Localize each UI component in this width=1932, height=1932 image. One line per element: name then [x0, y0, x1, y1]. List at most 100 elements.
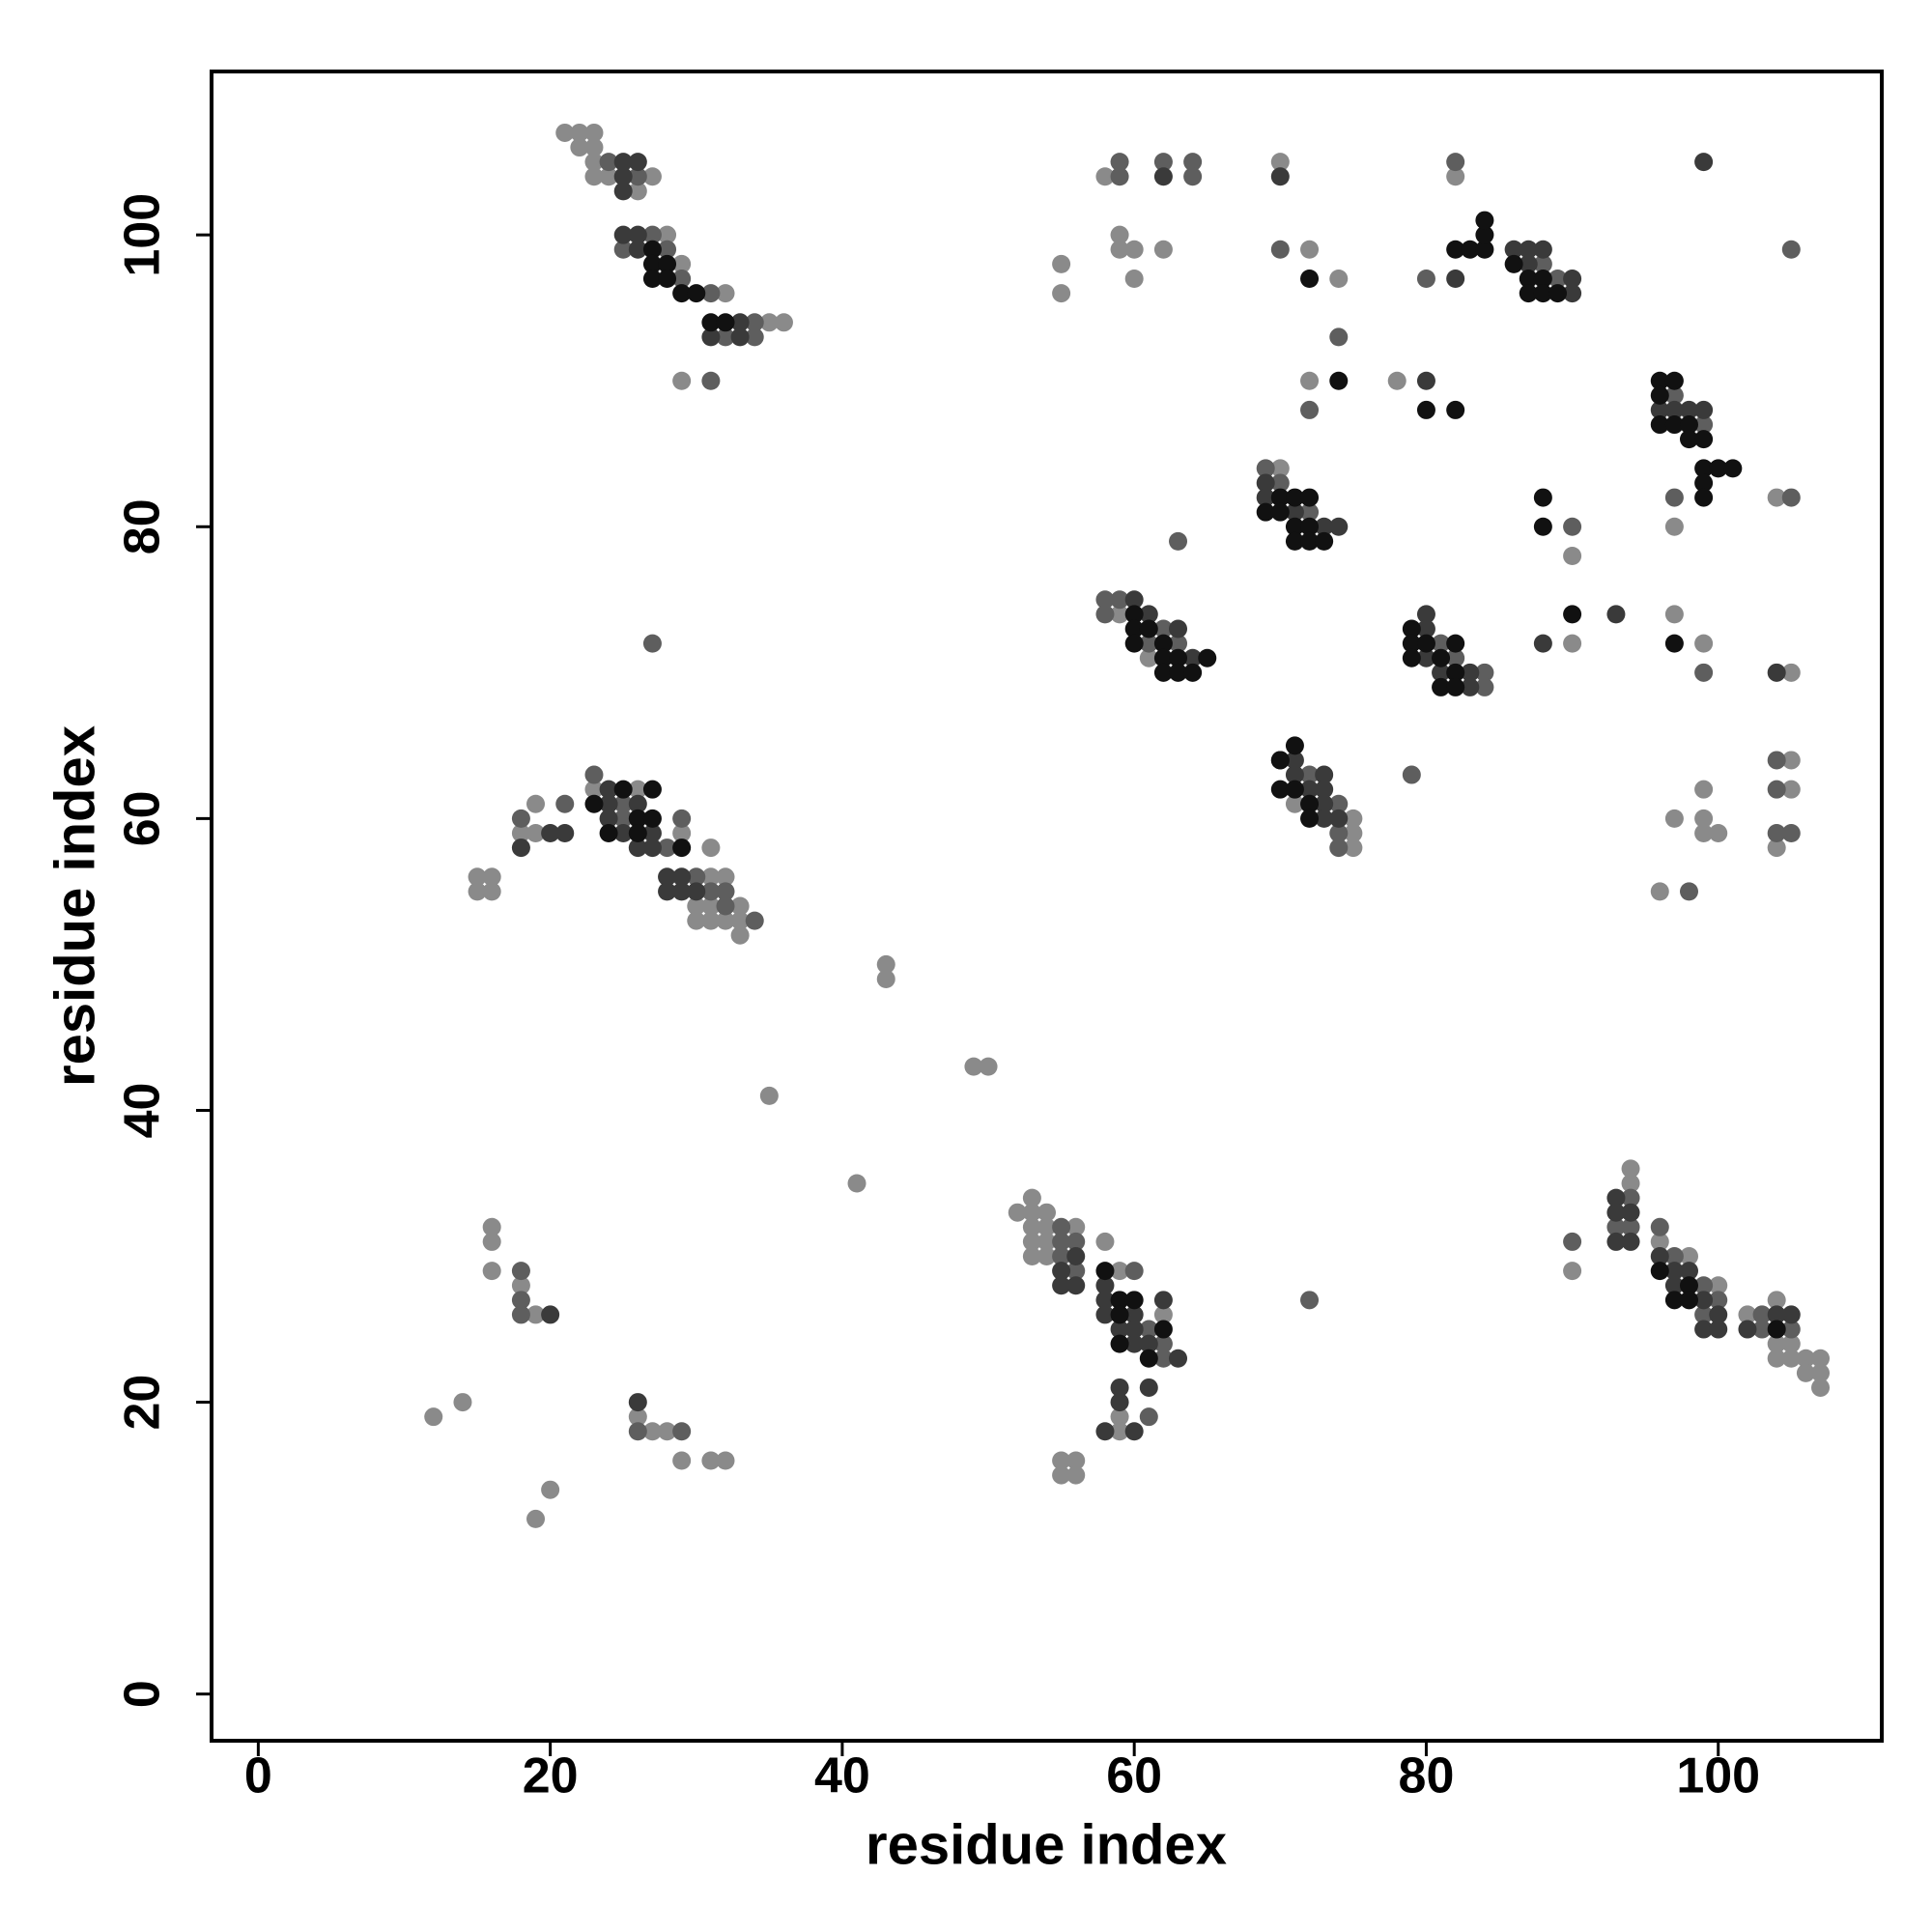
contact-point	[1344, 823, 1363, 842]
contact-point	[584, 153, 604, 172]
contact-point	[1285, 488, 1304, 507]
contact-point	[570, 138, 589, 157]
contact-point	[584, 765, 604, 784]
contact-point	[1110, 605, 1129, 624]
contact-point	[1052, 1276, 1071, 1295]
contact-point	[1169, 1349, 1188, 1368]
contact-point	[1066, 1247, 1086, 1266]
contact-point	[1124, 1422, 1144, 1441]
contact-point	[599, 780, 618, 799]
contact-point	[1767, 1334, 1786, 1353]
contact-point	[701, 867, 721, 887]
contact-point	[1664, 371, 1684, 390]
contact-point	[1767, 1305, 1786, 1324]
contact-point	[511, 823, 530, 842]
contact-point	[599, 167, 618, 186]
contact-point	[1767, 663, 1786, 682]
contact-point	[716, 327, 735, 347]
contact-point	[482, 867, 501, 887]
contact-point	[1300, 531, 1320, 551]
contact-point	[1037, 1232, 1056, 1251]
contact-point	[1416, 400, 1435, 419]
contact-point	[1475, 677, 1494, 696]
contact-point	[1329, 794, 1349, 813]
contact-point	[1110, 1305, 1129, 1324]
contact-point	[642, 167, 662, 186]
contact-point	[468, 882, 487, 901]
contact-point	[672, 1422, 692, 1441]
contact-point	[1169, 619, 1188, 639]
contact-point	[613, 153, 633, 172]
contact-point	[1022, 1188, 1041, 1208]
contact-point	[1139, 1378, 1158, 1397]
contact-point	[1300, 780, 1320, 799]
contact-point	[1680, 400, 1698, 419]
contact-point	[1022, 1203, 1041, 1222]
contact-point	[1270, 780, 1290, 799]
contact-point	[1694, 400, 1714, 419]
contact-point	[1781, 663, 1801, 682]
contact-point	[1110, 225, 1129, 244]
contact-point	[1752, 1305, 1772, 1324]
contact-point	[1432, 648, 1451, 668]
contact-point	[716, 284, 735, 303]
contact-point	[584, 138, 604, 157]
contact-point	[1285, 502, 1304, 522]
contact-point	[1124, 590, 1144, 610]
contact-point	[1256, 488, 1275, 507]
contact-point	[1139, 1334, 1158, 1353]
contact-point	[1153, 1349, 1173, 1368]
x-tick-label: 80	[1399, 1748, 1455, 1804]
contact-point	[745, 911, 764, 930]
contact-point	[701, 313, 721, 332]
contact-point	[1723, 459, 1743, 478]
contact-point	[1315, 794, 1334, 813]
contact-point	[1270, 459, 1290, 478]
contact-point	[642, 225, 662, 244]
contact-point	[876, 954, 895, 974]
contact-point	[1110, 590, 1129, 610]
contact-point	[1110, 1262, 1129, 1281]
contact-point	[687, 911, 706, 930]
contact-point	[1664, 634, 1684, 653]
contact-point	[613, 794, 633, 813]
contact-point	[1315, 809, 1334, 828]
contact-point	[1432, 677, 1451, 696]
contact-point	[1533, 269, 1552, 288]
contact-point	[1270, 751, 1290, 770]
contact-point	[1300, 794, 1320, 813]
contact-point	[555, 123, 575, 142]
contact-point	[1533, 240, 1552, 259]
contact-point	[1110, 1291, 1129, 1310]
contact-point	[1052, 1451, 1071, 1470]
contact-point	[511, 1262, 530, 1281]
contact-point	[1606, 1188, 1626, 1208]
contact-point	[1694, 1276, 1714, 1295]
contact-point	[526, 823, 546, 842]
contact-point	[1270, 153, 1290, 172]
contact-point	[1285, 517, 1304, 536]
contact-point	[1475, 663, 1494, 682]
contact-point	[1781, 1349, 1801, 1368]
contact-point	[1285, 531, 1304, 551]
contact-point	[1110, 1393, 1129, 1412]
contact-point	[482, 1217, 501, 1236]
contact-point	[759, 1086, 779, 1105]
contact-point	[672, 838, 692, 858]
contact-point	[1124, 1262, 1144, 1281]
contact-point	[1139, 1349, 1158, 1368]
contact-point	[1811, 1349, 1831, 1368]
contact-point	[1621, 1174, 1640, 1193]
contact-point	[1095, 1305, 1115, 1324]
contact-point	[745, 313, 764, 332]
contact-point	[599, 809, 618, 828]
contact-point	[1052, 254, 1071, 273]
contact-point	[1110, 153, 1129, 172]
contact-point	[1767, 780, 1786, 799]
contact-point	[482, 1232, 501, 1251]
contact-point	[672, 371, 692, 390]
contact-point	[1781, 488, 1801, 507]
contact-point	[1270, 167, 1290, 186]
contact-point	[1606, 1232, 1626, 1251]
contact-point	[1153, 240, 1173, 259]
